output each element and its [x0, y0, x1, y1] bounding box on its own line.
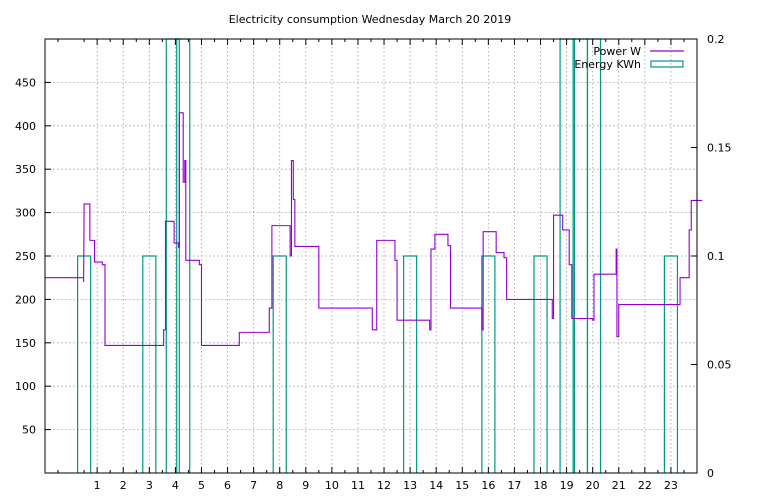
x-tick-label: 20	[586, 479, 600, 492]
x-tick-label: 23	[664, 479, 678, 492]
y-tick-label: 450	[15, 76, 36, 89]
energy-bar	[663, 255, 679, 473]
y-tick-label: 100	[15, 380, 36, 393]
energy-bar	[481, 255, 496, 473]
chart-title: Electricity consumption Wednesday March …	[229, 13, 512, 26]
x-tick-label: 2	[120, 479, 127, 492]
y-tick-label: 150	[15, 337, 36, 350]
y-tick-label: 50	[22, 424, 36, 437]
x-tick-label: 3	[146, 479, 153, 492]
y-tick-label: 300	[15, 207, 36, 220]
x-tick-label: 6	[224, 479, 231, 492]
x-tick-label: 15	[455, 479, 469, 492]
energy-bar	[403, 255, 418, 473]
x-tick-label: 12	[377, 479, 391, 492]
y-tick-label: 400	[15, 120, 36, 133]
y2-tick-label: 0.2	[707, 33, 725, 46]
x-tick-label: 13	[403, 479, 417, 492]
legend-label: Energy KWh	[574, 58, 641, 71]
power-series	[45, 112, 703, 346]
x-tick-label: 5	[198, 479, 205, 492]
x-tick-label: 22	[638, 479, 652, 492]
y2-tick-label: 0	[707, 467, 714, 480]
x-tick-label: 18	[534, 479, 548, 492]
x-tick-label: 7	[250, 479, 257, 492]
y-tick-label: 350	[15, 163, 36, 176]
y2-tick-label: 0.1	[707, 250, 725, 263]
x-tick-label: 9	[302, 479, 309, 492]
energy-bar	[76, 255, 92, 473]
power-line	[45, 112, 703, 346]
energy-bar	[272, 255, 287, 473]
x-tick-label: 17	[507, 479, 521, 492]
x-tick-label: 21	[612, 479, 626, 492]
x-tick-label: 11	[351, 479, 365, 492]
y-tick-label: 250	[15, 250, 36, 263]
x-tick-label: 1	[94, 479, 101, 492]
axes: 1 2 3 4 5 6 7 8 9 10 11 12 13 14 15 16 17 18 19 20 21 22 23501…	[15, 33, 732, 492]
legend-swatch-energy	[650, 60, 684, 68]
y-tick-label: 200	[15, 293, 36, 306]
x-tick-label: 19	[560, 479, 574, 492]
energy-bar	[176, 38, 191, 473]
y2-tick-label: 0.15	[707, 142, 732, 155]
energy-bar	[142, 255, 157, 473]
energy-bar	[533, 255, 548, 473]
x-tick-label: 8	[276, 479, 283, 492]
x-tick-label: 4	[172, 479, 179, 492]
x-tick-label: 10	[325, 479, 339, 492]
x-tick-label: 16	[481, 479, 495, 492]
y2-tick-label: 0.05	[707, 359, 732, 372]
legend-label: Power W	[593, 45, 641, 58]
x-tick-label: 14	[429, 479, 443, 492]
